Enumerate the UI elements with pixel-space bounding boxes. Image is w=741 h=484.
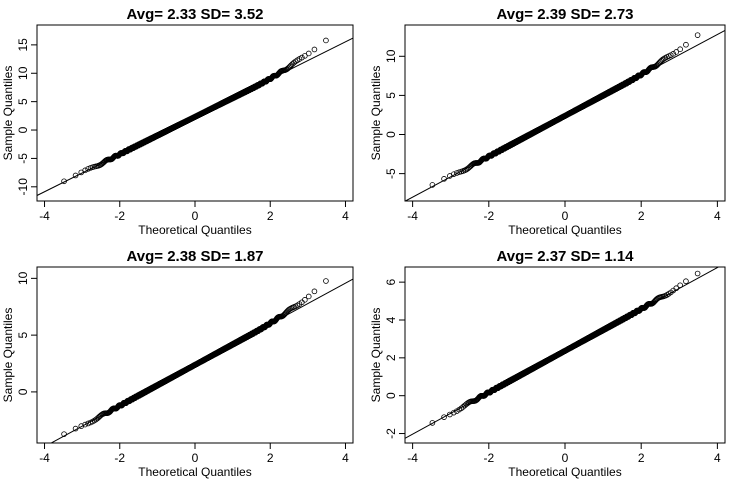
y-tick-label: 5 (16, 98, 30, 105)
qq-reference-line (37, 37, 353, 196)
x-tick-label: 2 (267, 209, 274, 223)
y-tick-label: 0 (384, 131, 398, 138)
data-points (405, 29, 725, 201)
data-points (50, 278, 353, 443)
plot-frame (36, 266, 354, 444)
x-tick-label: 0 (192, 209, 199, 223)
qq-reference-line (405, 29, 725, 201)
plot-frame (36, 24, 354, 202)
data-point (311, 46, 318, 53)
data-point (85, 420, 91, 427)
x-tick-label: -4 (39, 209, 50, 223)
y-tick-label: -5 (16, 153, 30, 164)
x-tick-label: 0 (562, 209, 569, 223)
y-tick-label: 0 (16, 126, 30, 133)
qq-panel-2: Avg= 2.39 SD= 2.73 Theoretical Quantiles… (369, 6, 726, 237)
x-tick-label: 2 (638, 209, 645, 223)
data-point (659, 56, 666, 63)
y-tick-label: -10 (16, 178, 30, 196)
data-point (660, 55, 667, 62)
data-point (677, 46, 683, 52)
y-tick-label: 10 (384, 49, 398, 63)
x-axis-label: Theoretical Quantiles (138, 465, 251, 479)
y-tick-label: -5 (384, 168, 398, 179)
y-axis-label: Sample Quantiles (369, 66, 383, 161)
y-tick-label: 15 (16, 38, 30, 52)
x-axis-label: Theoretical Quantiles (508, 223, 621, 237)
y-tick-label: 5 (384, 92, 398, 99)
data-point (323, 37, 329, 44)
x-tick-label: -4 (407, 209, 418, 223)
panel-title: Avg= 2.33 SD= 3.52 (126, 6, 263, 23)
data-point (683, 41, 689, 48)
panel-title: Avg= 2.38 SD= 1.87 (126, 248, 263, 265)
x-tick-label: 4 (714, 209, 721, 223)
data-points (37, 37, 353, 196)
y-tick-label: 10 (16, 66, 30, 80)
data-point (82, 421, 88, 428)
x-tick-label: -2 (114, 209, 125, 223)
y-axis-label: Sample Quantiles (1, 66, 15, 161)
x-tick-label: 4 (342, 209, 349, 223)
y-axis-label: Sample Quantiles (1, 308, 15, 403)
qq-panel-3: Avg= 2.38 SD= 1.87 Theoretical Quantiles… (1, 248, 354, 479)
panel-title: Avg= 2.39 SD= 2.73 (496, 6, 633, 23)
data-point (673, 49, 680, 55)
data-point (670, 51, 677, 57)
x-axis-label: Theoretical Quantiles (138, 223, 251, 237)
data-point (299, 54, 305, 61)
data-point (302, 53, 308, 59)
data-point (694, 32, 701, 38)
data-point (305, 50, 312, 57)
x-tick-label: -2 (483, 209, 494, 223)
qq-panel-1: Avg= 2.33 SD= 3.52 Theoretical Quantiles… (1, 6, 354, 237)
